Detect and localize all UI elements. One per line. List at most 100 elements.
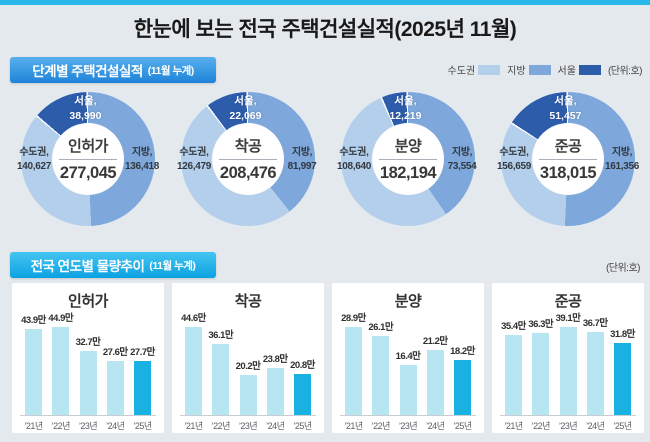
bar <box>106 360 124 415</box>
bar-value-label: 20.8만 <box>290 360 315 371</box>
bar-column: 28.9만 <box>340 310 367 415</box>
bar-value-label: 16.4만 <box>395 351 421 363</box>
jibang-segment-label: 지방, 81,997 <box>287 147 317 172</box>
category-label: ’22년 <box>51 421 71 431</box>
legend-label-jibang: 지방 <box>507 66 526 77</box>
page-title: 한눈에 보는 전국 주택건설실적(2025년 11월) <box>133 18 517 41</box>
sudogwon-segment-label: 수도권, 108,640 <box>336 147 372 172</box>
section2-subtitle: (11월 누계) <box>149 259 196 272</box>
category-label: ’24년 <box>426 421 445 431</box>
category-label: ’23년 <box>238 421 258 431</box>
bar <box>79 350 97 415</box>
bars-area: 43.9만 44.9만 32.7만 27.6만 27.7만 <box>20 313 156 416</box>
bar-column: 26.1만 <box>367 319 394 415</box>
bar-column: 44.9만 <box>47 310 74 415</box>
bar-column: 39.1만 <box>555 310 582 415</box>
bar-value-label: 36.1만 <box>208 329 234 341</box>
category-label: ’23년 <box>78 421 98 431</box>
category-axis: ’21년 ’22년 ’23년 ’24년 ’25년 <box>180 419 316 432</box>
bar-chart-title: 착공 <box>234 293 262 310</box>
donut-chart-permits: 인허가 277,045 서울, 38,990 수도권, 140,627 지방, … <box>8 88 168 250</box>
bar-value-label: 18.2만 <box>450 345 475 357</box>
bar-column: 27.6만 <box>102 344 129 415</box>
legend-swatch-jibang <box>528 64 551 75</box>
category-label: ’22년 <box>371 421 391 431</box>
donut-ring: 준공 318,015 <box>501 92 635 226</box>
bar-highlighted <box>614 343 631 415</box>
bar-chart-sales: 분양 28.9만 26.1만 16.4만 21.2만 <box>332 283 484 433</box>
bars-area: 35.4만 36.3만 39.1만 36.7만 31.8만 <box>500 313 636 416</box>
bar-chart-starts: 착공 44.6만 36.1만 20.2만 23.8만 <box>172 283 324 433</box>
bar <box>266 368 284 415</box>
bar <box>532 333 550 415</box>
bar-value-label: 27.7만 <box>130 346 155 358</box>
bar-value-label: 44.6만 <box>181 313 206 324</box>
donut-ring: 분양 182,194 <box>341 92 475 226</box>
bar <box>586 332 604 415</box>
donut-total-value: 182,194 <box>379 164 437 182</box>
donut-center: 준공 318,015 <box>532 123 604 195</box>
bar <box>426 350 444 415</box>
unit-label-section2: (단위:호) <box>605 263 641 274</box>
bar <box>372 335 390 415</box>
category-label: ’25년 <box>453 421 472 431</box>
seoul-segment-label: 서울, 12,219 <box>389 95 422 122</box>
bar-value-label: 32.7만 <box>75 336 101 348</box>
bar-column: 20.8만 <box>289 357 316 415</box>
bar-column: 31.8만 <box>609 326 636 415</box>
bar-chart-permits: 인허가 43.9만 44.9만 32.7만 27.6만 <box>12 283 164 433</box>
category-label: ’25년 <box>613 421 632 431</box>
donut-chart-row: 인허가 277,045 서울, 38,990 수도권, 140,627 지방, … <box>8 88 648 250</box>
bar-highlighted <box>134 360 151 415</box>
sudogwon-segment-label: 수도권, 140,627 <box>16 147 52 172</box>
bar-column: 18.2만 <box>449 343 476 415</box>
bar <box>52 327 70 415</box>
bar-chart-completions: 준공 35.4만 36.3만 39.1만 36.7만 <box>492 283 644 433</box>
category-label: ’21년 <box>344 421 363 431</box>
category-axis: ’21년 ’22년 ’23년 ’24년 ’25년 <box>340 419 476 432</box>
donut-title: 분양 <box>394 138 422 155</box>
bar-chart-title: 준공 <box>554 293 582 310</box>
category-label: ’21년 <box>24 421 43 431</box>
divider <box>539 159 597 160</box>
divider <box>219 159 277 160</box>
bar <box>399 365 417 415</box>
bar-chart-row: 인허가 43.9만 44.9만 32.7만 27.6만 <box>12 283 644 433</box>
bar-value-label: 27.6만 <box>102 346 128 358</box>
bar-value-label: 31.8만 <box>610 329 635 341</box>
legend: 수도권 지방 서울 (단위:호) <box>448 62 643 77</box>
bar <box>505 335 522 415</box>
bar-value-label: 43.9만 <box>21 315 46 326</box>
bar <box>559 327 577 415</box>
bar <box>25 329 42 415</box>
unit-label-section1: (단위:호) <box>607 66 643 77</box>
donut-total-value: 208,476 <box>219 164 277 182</box>
bar-highlighted <box>294 374 311 415</box>
donut-title: 인허가 <box>68 138 108 155</box>
donut-center: 착공 208,476 <box>212 123 284 195</box>
donut-center: 분양 182,194 <box>372 123 444 195</box>
category-label: ’21년 <box>504 421 523 431</box>
sudogwon-segment-label: 수도권, 156,659 <box>496 147 532 172</box>
legend-item-seoul: 서울 <box>558 62 601 77</box>
bar <box>185 327 202 415</box>
donut-chart-completions: 준공 318,015 서울, 51,457 수도권, 156,659 지방, 1… <box>488 88 648 250</box>
legend-label-seoul: 서울 <box>557 66 576 77</box>
bar-column: 44.6만 <box>180 310 207 415</box>
section1-subtitle: (11월 누계) <box>147 64 195 77</box>
section1-title: 단계별 주택건설실적 <box>32 64 143 79</box>
donut-ring: 착공 208,476 <box>181 92 315 226</box>
bar-column: 23.8만 <box>262 351 289 415</box>
section-header-yearly-trend: 전국 연도별 물량추이 (11월 누계) <box>10 252 216 278</box>
legend-swatch-sudogwon <box>478 64 501 75</box>
category-label: ’25년 <box>133 421 152 431</box>
accent-strip <box>0 0 650 5</box>
bar-column: 43.9만 <box>20 312 47 415</box>
bar-column: 35.4만 <box>500 318 527 415</box>
bar-column: 27.7만 <box>129 344 156 415</box>
bar-highlighted <box>454 359 471 415</box>
bars-area: 28.9만 26.1만 16.4만 21.2만 18.2만 <box>340 313 476 416</box>
bar-value-label: 36.7만 <box>582 318 608 330</box>
legend-swatch-seoul <box>578 64 601 75</box>
donut-total-value: 318,015 <box>539 164 597 182</box>
